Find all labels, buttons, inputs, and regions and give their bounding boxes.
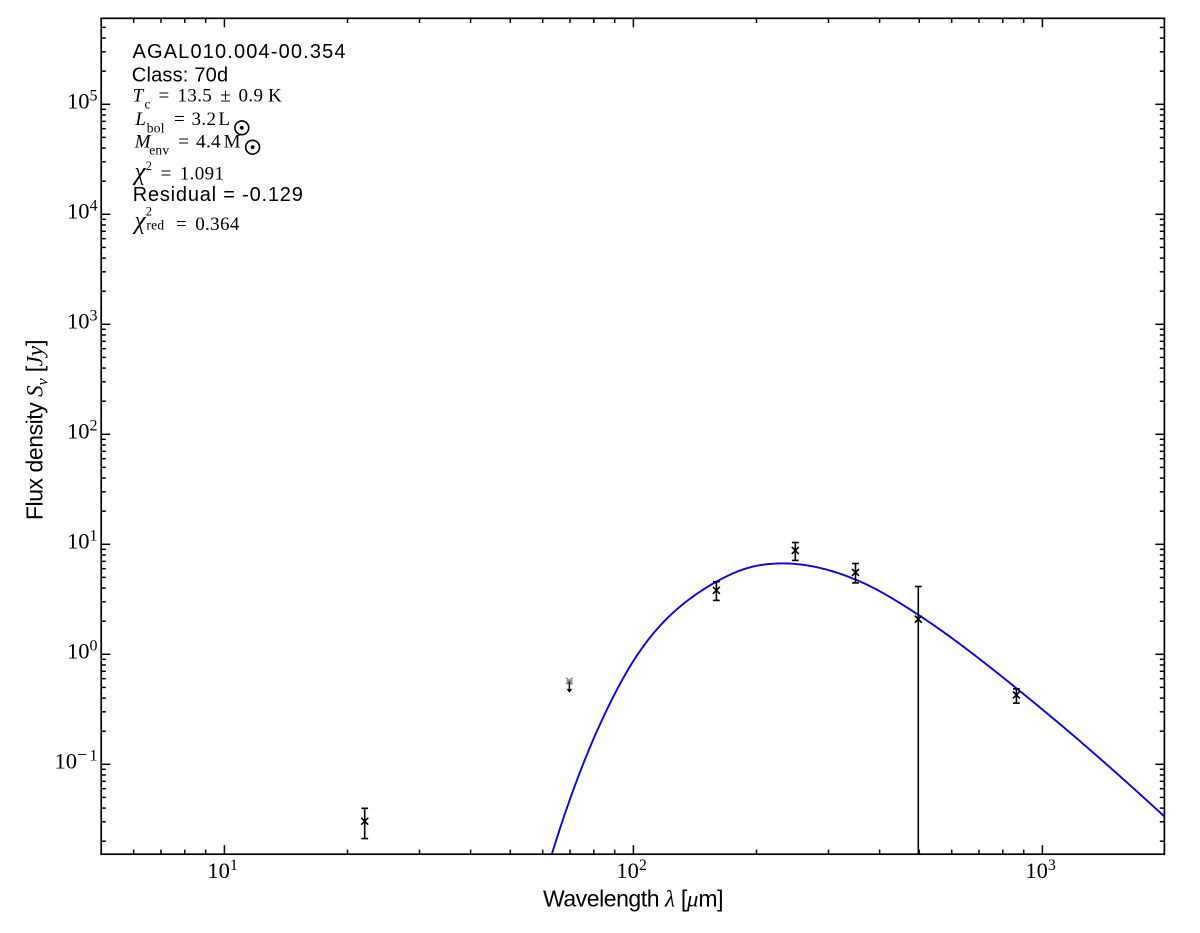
svg-text:=: =: [161, 163, 172, 184]
svg-text:1.091: 1.091: [180, 163, 225, 184]
svg-text:0.9: 0.9: [239, 86, 264, 107]
svg-text:M: M: [134, 132, 152, 153]
svg-text:103: 103: [1025, 857, 1056, 883]
svg-text:±: ±: [220, 86, 231, 107]
svg-text:101: 101: [207, 857, 238, 883]
svg-text:102: 102: [67, 418, 98, 444]
svg-text:=: =: [159, 86, 170, 107]
svg-text:L: L: [134, 109, 146, 130]
svg-text:100: 100: [67, 638, 98, 664]
svg-text:3.2: 3.2: [192, 109, 217, 130]
svg-text:13.5: 13.5: [178, 86, 213, 107]
svg-text:M: M: [224, 132, 241, 153]
svg-text:Wavelength λ [μm]: Wavelength λ [μm]: [543, 886, 723, 912]
svg-text:env: env: [149, 143, 169, 158]
svg-text:bol: bol: [147, 120, 165, 135]
svg-text:χ: χ: [133, 158, 147, 185]
svg-text:2: 2: [146, 159, 152, 173]
svg-text:Residual = -0.129: Residual = -0.129: [133, 184, 304, 206]
svg-text:=: =: [178, 132, 189, 153]
svg-text:4.4: 4.4: [196, 132, 221, 153]
svg-text:L: L: [218, 109, 230, 130]
svg-text:104: 104: [67, 198, 98, 224]
svg-text:=: =: [176, 214, 187, 235]
svg-text:Class: 70d: Class: 70d: [132, 64, 229, 86]
svg-text:102: 102: [616, 857, 647, 883]
svg-text:103: 103: [67, 308, 98, 334]
svg-text:=: =: [174, 109, 185, 130]
svg-text:χ: χ: [133, 207, 147, 234]
svg-text:c: c: [145, 96, 151, 111]
svg-text:AGAL010.004-00.354: AGAL010.004-00.354: [133, 41, 347, 63]
svg-text:T: T: [133, 86, 145, 107]
svg-text:101: 101: [67, 528, 98, 554]
svg-text:Flux density Sν [Jy]: Flux density Sν [Jy]: [22, 340, 52, 520]
svg-text:K: K: [268, 86, 282, 107]
svg-text:2: 2: [146, 205, 152, 219]
svg-text:red: red: [146, 217, 164, 232]
svg-text:105: 105: [67, 88, 98, 114]
svg-text:10−1: 10−1: [54, 745, 97, 774]
svg-text:0.364: 0.364: [195, 214, 240, 235]
